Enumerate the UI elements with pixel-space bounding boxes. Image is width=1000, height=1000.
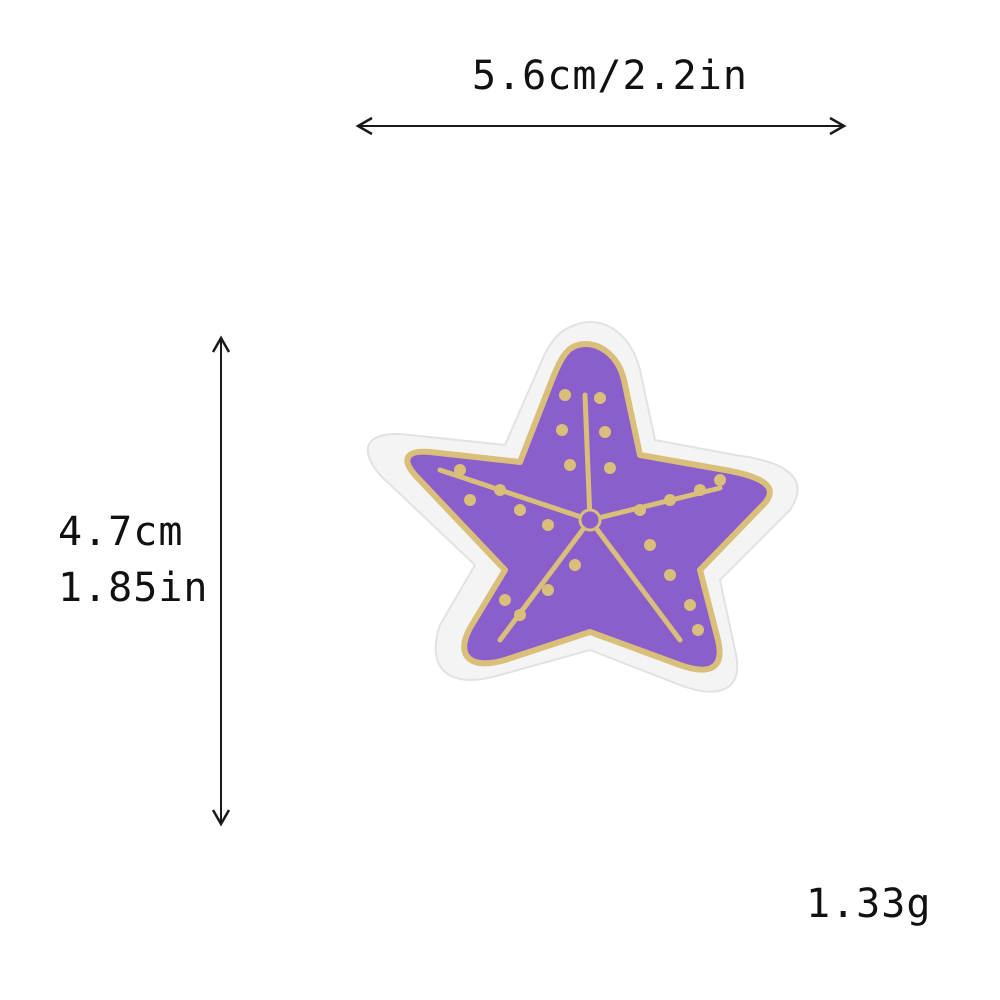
height-cm-label: 4.7cm [58,509,184,555]
weight-label: 1.33g [806,881,932,927]
width-label: 5.6cm/2.2in [472,53,748,99]
height-in-label: 1.85in [58,565,209,611]
